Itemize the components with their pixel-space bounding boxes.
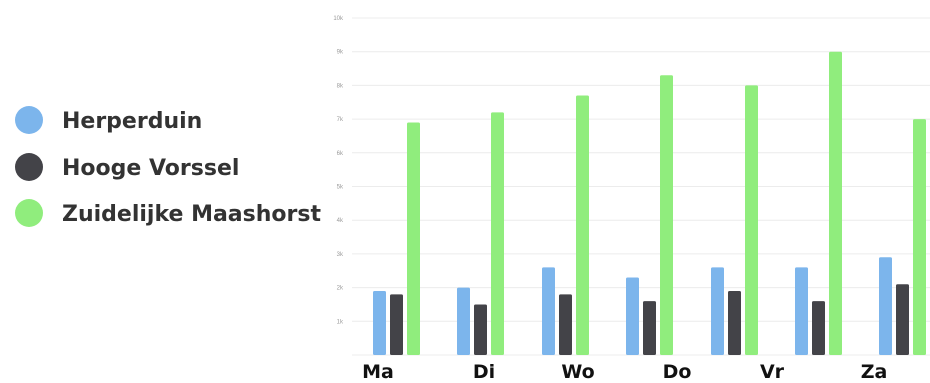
legend-label: Zuidelijke Maashorst (62, 202, 321, 227)
y-tick-label: 6k (337, 151, 344, 157)
legend-label: Herperduin (62, 109, 202, 134)
bar (795, 267, 808, 355)
bar (626, 277, 639, 355)
x-tick-label: Wo (561, 361, 594, 383)
bar (660, 75, 673, 355)
bar (457, 287, 470, 355)
bar (407, 122, 420, 355)
bar (491, 112, 504, 355)
y-axis-tick-labels: 1k 2k 3k 4k 5k 6k 7k 8k 9k 10k (333, 16, 344, 325)
bars (373, 51, 926, 356)
bar (711, 267, 724, 355)
y-tick-label: 9k (337, 50, 344, 56)
legend-marker (15, 199, 43, 227)
bar (390, 294, 403, 355)
bar (474, 304, 487, 355)
y-tick-label: 10k (333, 16, 344, 22)
legend: Herperduin Hooge Vorssel Zuidelijke Maasho… (15, 106, 321, 227)
y-tick-label: 4k (337, 218, 344, 224)
bar (879, 257, 892, 355)
y-tick-label: 8k (337, 83, 344, 89)
y-tick-label: 7k (337, 117, 344, 123)
bar (913, 119, 926, 355)
bar (559, 294, 572, 355)
x-tick-label: Ma (362, 361, 394, 383)
bar (829, 51, 842, 355)
bar (542, 267, 555, 355)
x-tick-label: Di (473, 361, 495, 383)
legend-marker (15, 153, 43, 181)
bar (896, 284, 909, 355)
x-axis-tick-labels: Ma Di Wo Do Vr Za (362, 361, 887, 383)
legend-label: Hooge Vorssel (62, 156, 239, 181)
bar (643, 301, 656, 355)
x-tick-label: Vr (760, 361, 785, 383)
bar (728, 290, 741, 355)
bar (745, 85, 758, 356)
y-tick-label: 3k (337, 252, 344, 258)
gridlines (352, 17, 930, 356)
y-tick-label: 2k (337, 286, 344, 292)
legend-marker (15, 106, 43, 134)
y-tick-label: 5k (337, 185, 344, 191)
bar (812, 301, 825, 355)
y-tick-label: 1k (337, 319, 344, 325)
x-tick-label: Za (861, 361, 888, 383)
bar (373, 290, 386, 355)
bar (576, 95, 589, 355)
x-tick-label: Do (663, 361, 692, 383)
